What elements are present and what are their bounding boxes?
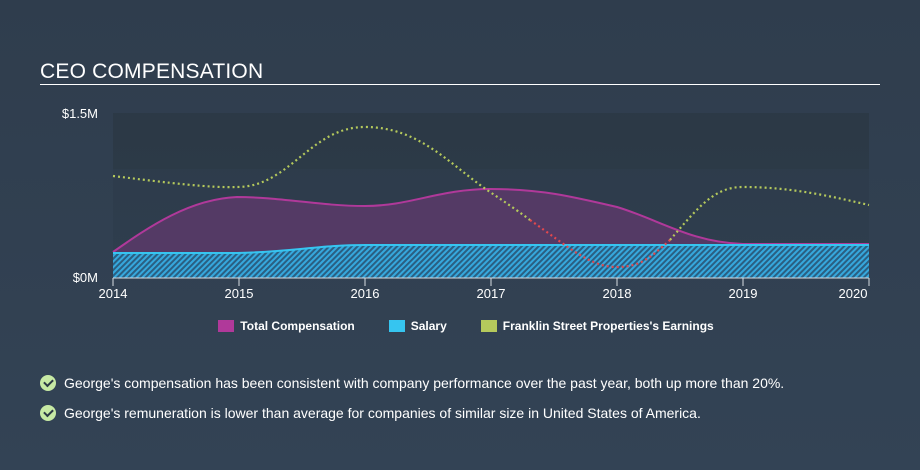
earnings-line-declining bbox=[529, 219, 671, 269]
legend-item-earnings[interactable]: Franklin Street Properties's Earnings bbox=[480, 319, 714, 333]
x-tick-2016: 2016 bbox=[351, 286, 380, 301]
compensation-chart: $1.5M $0M 2014 2015 2016 2017 2018 2019 … bbox=[62, 106, 870, 301]
x-tick-2017: 2017 bbox=[477, 286, 506, 301]
legend-label: Salary bbox=[410, 319, 447, 333]
x-tick-2014: 2014 bbox=[99, 286, 128, 301]
total-compensation-swatch bbox=[218, 320, 235, 332]
x-tick-2020: 2020 bbox=[839, 286, 868, 301]
salary-swatch bbox=[388, 320, 405, 332]
earnings-swatch bbox=[480, 320, 497, 332]
note-item: George's remuneration is lower than aver… bbox=[40, 398, 784, 428]
note-text: George's compensation has been consisten… bbox=[64, 375, 785, 391]
legend-label: Franklin Street Properties's Earnings bbox=[502, 319, 714, 333]
insight-notes: George's compensation has been consisten… bbox=[40, 368, 784, 428]
note-text: George's remuneration is lower than aver… bbox=[64, 405, 701, 421]
check-circle-icon bbox=[40, 375, 56, 391]
x-tick-2018: 2018 bbox=[603, 286, 632, 301]
legend-item-salary[interactable]: Salary bbox=[388, 319, 447, 333]
legend-item-total-compensation[interactable]: Total Compensation bbox=[218, 319, 355, 333]
note-item: George's compensation has been consisten… bbox=[40, 368, 784, 398]
chart-legend: Total Compensation Salary Franklin Stree… bbox=[0, 319, 920, 333]
legend-label: Total Compensation bbox=[240, 319, 355, 333]
x-tick-2015: 2015 bbox=[225, 286, 254, 301]
y-axis-min-label: $0M bbox=[73, 270, 98, 285]
check-circle-icon bbox=[40, 405, 56, 421]
total-compensation-line bbox=[112, 187, 869, 253]
page-title: CEO COMPENSATION bbox=[40, 60, 264, 83]
title-divider bbox=[40, 84, 880, 85]
salary-area bbox=[113, 245, 869, 278]
salary-line bbox=[113, 244, 869, 254]
y-axis-max-label: $1.5M bbox=[62, 106, 98, 121]
x-tick-2019: 2019 bbox=[729, 286, 758, 301]
